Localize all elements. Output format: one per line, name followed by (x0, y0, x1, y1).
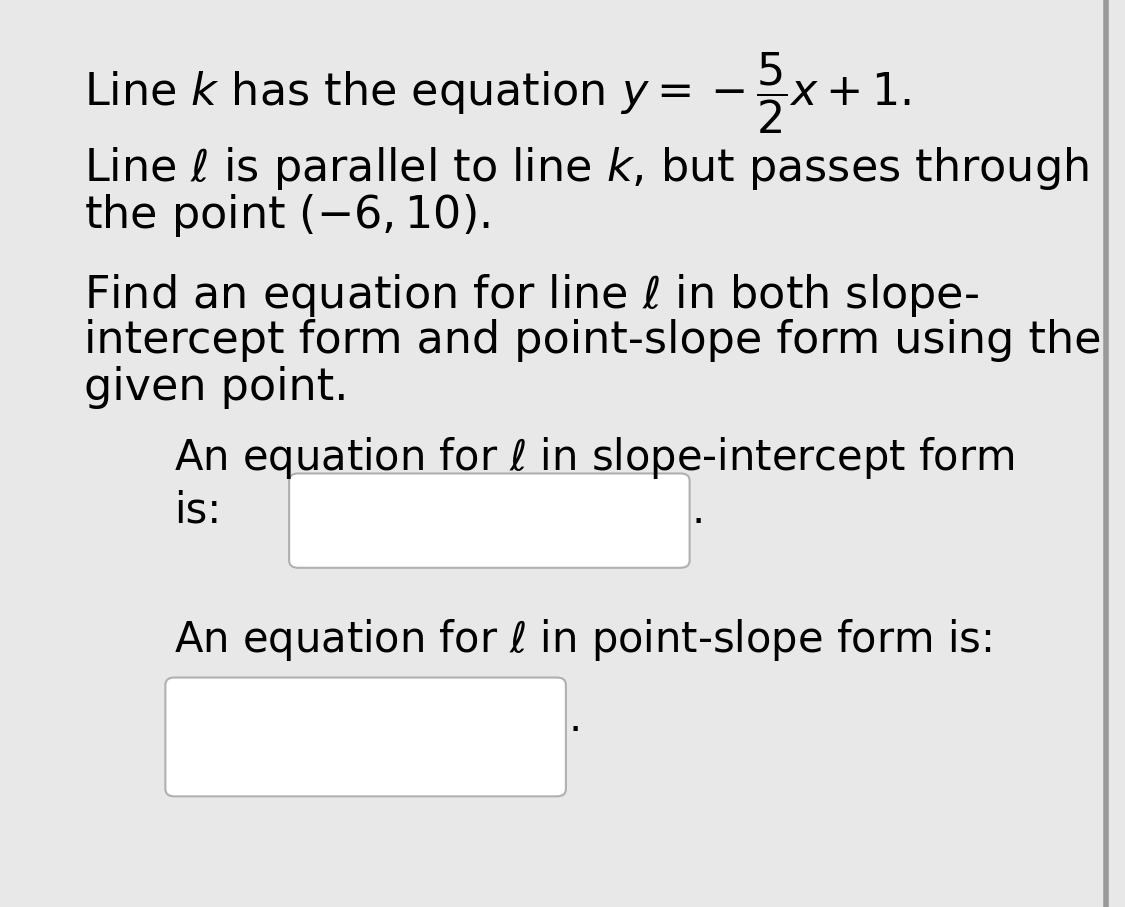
Text: An equation for $\ell$ in slope-intercept form: An equation for $\ell$ in slope-intercep… (174, 435, 1015, 482)
FancyBboxPatch shape (165, 678, 566, 796)
Text: Line $\ell$ is parallel to line $k$, but passes through: Line $\ell$ is parallel to line $k$, but… (84, 145, 1089, 192)
Text: the point $(-6, 10)$.: the point $(-6, 10)$. (84, 192, 490, 239)
Text: intercept form and point-slope form using the: intercept form and point-slope form usin… (84, 319, 1101, 362)
Text: An equation for $\ell$ in point-slope form is:: An equation for $\ell$ in point-slope fo… (174, 617, 992, 663)
FancyBboxPatch shape (289, 473, 690, 568)
Text: Find an equation for line $\ell$ in both slope-: Find an equation for line $\ell$ in both… (84, 272, 980, 319)
Text: is:: is: (174, 490, 222, 532)
Text: .: . (568, 698, 582, 740)
Text: Line $k$ has the equation $y = -\dfrac{5}{2}x + 1$.: Line $k$ has the equation $y = -\dfrac{5… (84, 50, 911, 136)
Text: given point.: given point. (84, 366, 349, 409)
Text: .: . (692, 490, 705, 532)
